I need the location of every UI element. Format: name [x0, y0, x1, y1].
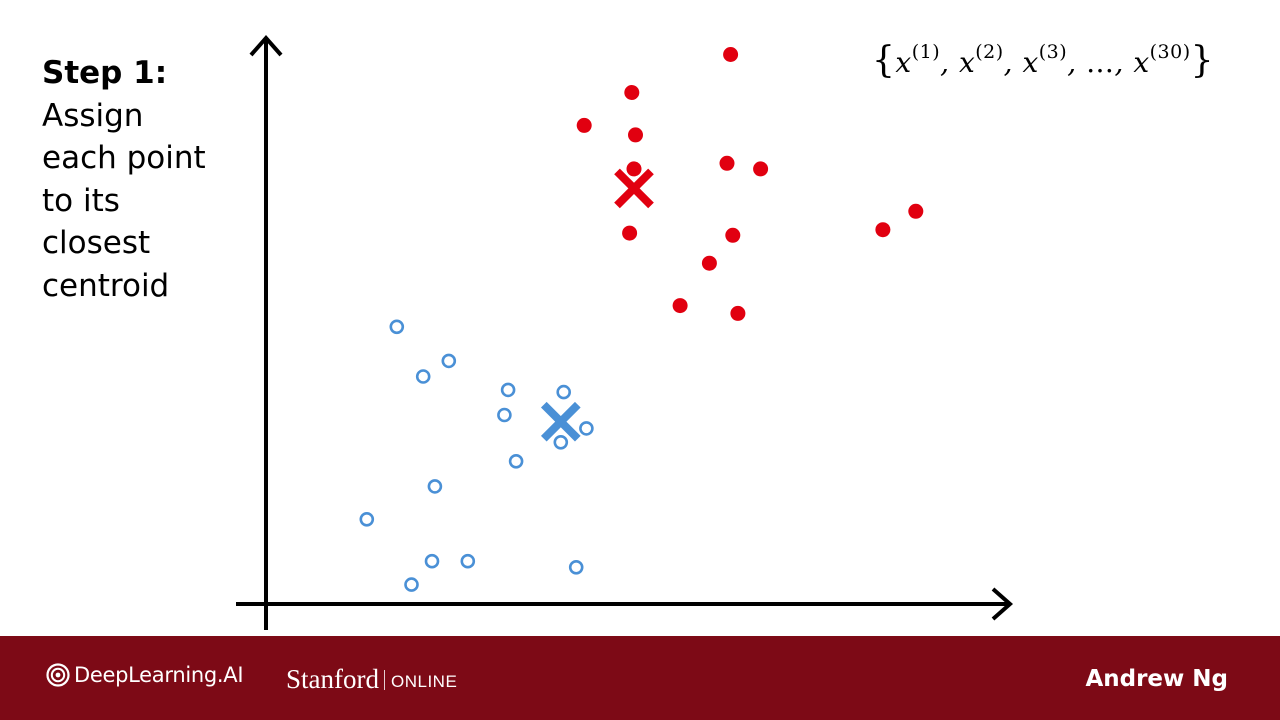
- author-name: Andrew Ng: [1085, 666, 1228, 692]
- term-1-var: x: [895, 46, 912, 79]
- y-axis-arrowhead: [249, 34, 283, 57]
- centroids: [540, 168, 654, 442]
- red-centroid-marker: [614, 168, 654, 209]
- term-1-index: (1): [911, 40, 941, 63]
- red-cluster-point-2: [624, 85, 640, 100]
- footer-bar: DeepLearning.AI Stanford ONLINE Andrew N…: [0, 636, 1280, 720]
- red-cluster-point-12: [701, 255, 717, 271]
- step-title: Step 1:: [42, 55, 168, 91]
- red-cluster-point-4: [628, 127, 643, 143]
- blue-cluster-point-1: [389, 319, 405, 335]
- step-description: Step 1: Assign each point to its closest…: [42, 52, 262, 307]
- data-points: [359, 47, 924, 592]
- red-cluster-point-3: [576, 117, 592, 133]
- blue-cluster-point-10: [427, 479, 443, 494]
- red-cluster-point-13: [672, 298, 688, 314]
- blue-cluster-point-9: [508, 453, 524, 469]
- red-cluster-point-8: [908, 203, 924, 219]
- blue-cluster-point-5: [556, 384, 572, 400]
- red-cluster-point-9: [875, 222, 891, 238]
- term-3-var: x: [1022, 46, 1039, 79]
- blue-cluster-point-4: [500, 382, 516, 398]
- red-cluster-point-14: [730, 305, 746, 321]
- stanford-online-logo: Stanford ONLINE: [286, 664, 457, 695]
- x-axis-arrowhead: [991, 587, 1014, 621]
- red-cluster-point-6: [719, 155, 735, 171]
- term-last-var: x: [1133, 46, 1150, 79]
- term-last-index: (30): [1149, 40, 1191, 63]
- blue-centroid-marker: [540, 401, 581, 442]
- stanford-online-label: ONLINE: [390, 672, 458, 691]
- stanford-name: Stanford: [286, 664, 379, 694]
- step-line-3: to its: [42, 182, 120, 219]
- step-line-4: closest: [42, 225, 151, 261]
- deeplearning-logo-icon: [46, 663, 70, 687]
- blue-cluster-point-14: [568, 559, 584, 575]
- dataset-notation: {x(1), x(2), x(3), …, x(30)}: [872, 40, 1215, 81]
- red-cluster-point-10: [622, 225, 638, 241]
- step-line-5: centroid: [42, 267, 170, 304]
- step-line-2: each point: [42, 140, 206, 176]
- term-2-index: (2): [975, 40, 1004, 63]
- blue-cluster-point-2: [441, 353, 457, 369]
- red-cluster-point-1: [723, 47, 739, 62]
- step-line-1: Assign: [42, 97, 144, 134]
- red-cluster-point-5: [626, 161, 642, 177]
- term-2-var: x: [958, 46, 976, 79]
- open-brace: {: [872, 40, 896, 81]
- red-cluster-point-7: [753, 161, 769, 177]
- deeplearning-brand: DeepLearning.AI: [74, 663, 244, 687]
- blue-cluster-point-15: [404, 577, 419, 592]
- blue-cluster-point-8: [553, 434, 569, 450]
- close-brace: }: [1190, 40, 1215, 81]
- blue-cluster-point-6: [579, 421, 594, 436]
- blue-cluster-point-12: [424, 553, 440, 569]
- term-3-index: (3): [1038, 40, 1068, 63]
- blue-cluster-point-13: [460, 553, 476, 569]
- ellipsis: …: [1086, 46, 1115, 79]
- deeplearning-logo: DeepLearning.AI: [46, 663, 244, 687]
- blue-cluster-point-7: [497, 407, 512, 423]
- stanford-separator: [383, 669, 385, 690]
- blue-cluster-point-3: [415, 369, 431, 384]
- kmeans-scatter-plot: [236, 34, 1014, 630]
- axes: [236, 34, 1014, 630]
- blue-cluster-point-11: [359, 511, 375, 527]
- red-cluster-point-11: [725, 227, 741, 243]
